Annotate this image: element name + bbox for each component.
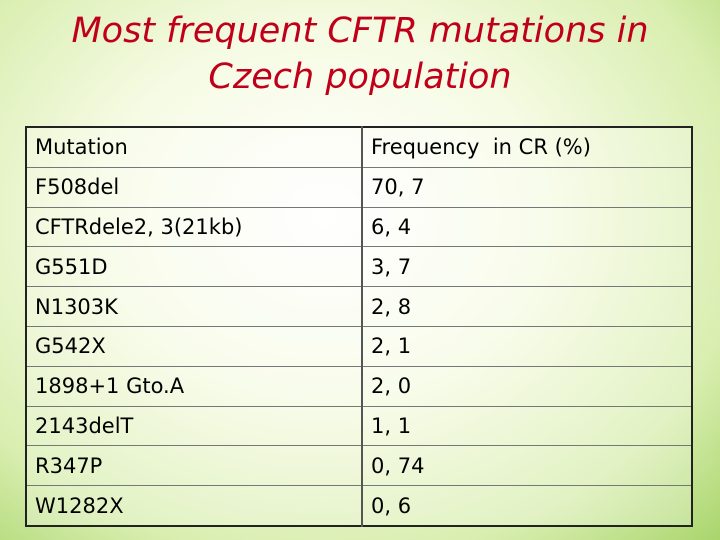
header-row: Mutation Frequency in CR (%) [26, 126, 692, 168]
cell: 3, 7 [362, 246, 692, 287]
cell: 2, 1 [362, 325, 692, 367]
cell: 1898+1 Gto.A [26, 365, 363, 407]
title-line: Most frequent CFTR mutations in [71, 11, 649, 51]
cell: 0, 74 [362, 445, 692, 486]
cell: CFTRdele2, 3(21kb) [26, 206, 363, 247]
row: W1282X 0, 6 [26, 485, 692, 526]
title: Most frequent CFTR mutations in Czech po… [0, 8, 720, 100]
row: G551D 3, 7 [26, 246, 692, 287]
cell: 1, 1 [362, 405, 692, 446]
cell: 0, 6 [362, 485, 692, 526]
cell: W1282X [26, 485, 363, 526]
cell: 2143delT [26, 405, 363, 446]
row: CFTRdele2, 3(21kb) 6, 4 [26, 206, 692, 247]
cell: G542X [26, 325, 363, 367]
cell: R347P [26, 445, 363, 486]
cell: F508del [26, 166, 363, 208]
row: N1303K 2, 8 [26, 286, 692, 327]
row: R347P 0, 74 [26, 445, 692, 486]
row: 1898+1 Gto.A 2, 0 [26, 365, 692, 407]
cell: G551D [26, 246, 363, 287]
cell: 2, 8 [362, 286, 692, 327]
title-line: Czech population [208, 57, 512, 97]
row: 2143delT 1, 1 [26, 405, 692, 446]
cell: Frequency in CR (%) [362, 126, 692, 168]
cell: 2, 0 [362, 365, 692, 407]
cell: N1303K [26, 286, 363, 327]
cell: Mutation [26, 126, 363, 168]
cell: 70, 7 [362, 166, 692, 208]
row: G542X 2, 1 [26, 325, 692, 367]
row: F508del 70, 7 [26, 166, 692, 208]
cell: 6, 4 [362, 206, 692, 247]
